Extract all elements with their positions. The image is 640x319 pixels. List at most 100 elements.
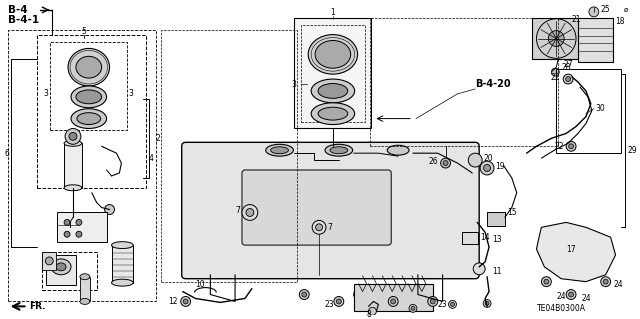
Text: 3: 3 [129, 89, 134, 98]
Text: 21: 21 [571, 15, 580, 24]
Circle shape [45, 257, 53, 265]
Circle shape [430, 299, 435, 304]
Ellipse shape [308, 34, 358, 74]
Circle shape [551, 68, 559, 76]
Circle shape [428, 296, 438, 306]
Text: 22: 22 [550, 73, 560, 82]
Text: 24: 24 [556, 292, 566, 301]
Circle shape [451, 302, 454, 306]
Circle shape [566, 77, 571, 82]
Text: 20: 20 [483, 154, 493, 163]
Text: 30: 30 [596, 104, 605, 113]
Text: B-4: B-4 [8, 5, 28, 15]
Circle shape [180, 296, 191, 306]
Ellipse shape [311, 79, 355, 103]
Bar [354, 284, 433, 311]
Text: 7: 7 [327, 223, 332, 232]
Circle shape [566, 141, 576, 151]
Circle shape [316, 224, 323, 231]
Circle shape [409, 304, 417, 312]
Circle shape [312, 220, 326, 234]
Text: 22: 22 [555, 142, 564, 151]
Circle shape [242, 204, 258, 220]
Circle shape [337, 299, 341, 304]
Text: 3: 3 [291, 79, 296, 88]
Ellipse shape [311, 103, 355, 124]
Text: 12: 12 [168, 297, 178, 306]
Circle shape [302, 292, 307, 297]
Bar [462, 232, 478, 244]
Ellipse shape [76, 90, 102, 104]
Bar [51, 41, 127, 130]
Bar [294, 18, 371, 129]
Circle shape [568, 292, 573, 297]
Ellipse shape [56, 263, 66, 271]
Bar [8, 30, 156, 301]
Circle shape [246, 209, 254, 216]
Ellipse shape [318, 84, 348, 98]
Circle shape [544, 279, 549, 284]
Circle shape [604, 279, 608, 284]
Text: 10: 10 [196, 280, 205, 289]
Bar [578, 18, 612, 62]
Circle shape [601, 277, 611, 286]
Ellipse shape [387, 145, 409, 155]
Ellipse shape [51, 259, 71, 275]
Text: 23: 23 [438, 300, 447, 309]
Bar [532, 18, 581, 59]
Text: 27: 27 [563, 60, 573, 69]
Text: 23: 23 [324, 300, 334, 309]
Circle shape [548, 31, 564, 47]
Text: FR.: FR. [29, 302, 46, 311]
Text: 11: 11 [492, 267, 502, 276]
Polygon shape [536, 222, 616, 282]
Circle shape [483, 300, 491, 308]
Circle shape [589, 7, 599, 17]
Circle shape [443, 160, 448, 166]
Bar [46, 255, 76, 285]
Text: 7: 7 [235, 206, 240, 215]
Circle shape [300, 290, 309, 300]
Text: 28: 28 [561, 63, 571, 72]
Circle shape [64, 219, 70, 225]
Bar [371, 18, 558, 146]
Bar [80, 277, 90, 301]
Circle shape [354, 290, 364, 300]
Bar [111, 245, 133, 283]
Circle shape [541, 277, 551, 286]
Text: 29: 29 [627, 146, 637, 155]
Ellipse shape [71, 86, 107, 108]
Text: 2: 2 [156, 134, 161, 143]
Ellipse shape [76, 56, 102, 78]
Bar [57, 212, 107, 242]
Circle shape [356, 292, 361, 297]
Ellipse shape [318, 107, 348, 120]
Ellipse shape [68, 48, 109, 86]
Text: 24: 24 [582, 294, 591, 303]
Circle shape [563, 74, 573, 84]
Circle shape [334, 296, 344, 306]
Text: 26: 26 [428, 157, 438, 166]
Circle shape [484, 165, 490, 172]
Ellipse shape [330, 147, 348, 154]
Text: 3: 3 [44, 89, 49, 98]
Circle shape [473, 263, 485, 275]
Circle shape [480, 161, 494, 175]
Bar [42, 252, 97, 290]
Circle shape [388, 296, 398, 306]
Text: ø: ø [623, 7, 628, 13]
Bar [301, 25, 365, 122]
Ellipse shape [80, 299, 90, 304]
FancyBboxPatch shape [242, 170, 391, 245]
Ellipse shape [111, 241, 133, 249]
Bar [556, 69, 621, 153]
Ellipse shape [111, 279, 133, 286]
Circle shape [369, 308, 376, 315]
Circle shape [568, 144, 573, 149]
Ellipse shape [80, 274, 90, 280]
Ellipse shape [315, 41, 351, 68]
Text: B-4-1: B-4-1 [8, 15, 39, 25]
Ellipse shape [271, 147, 289, 154]
Bar [487, 212, 505, 226]
Bar [37, 34, 146, 188]
